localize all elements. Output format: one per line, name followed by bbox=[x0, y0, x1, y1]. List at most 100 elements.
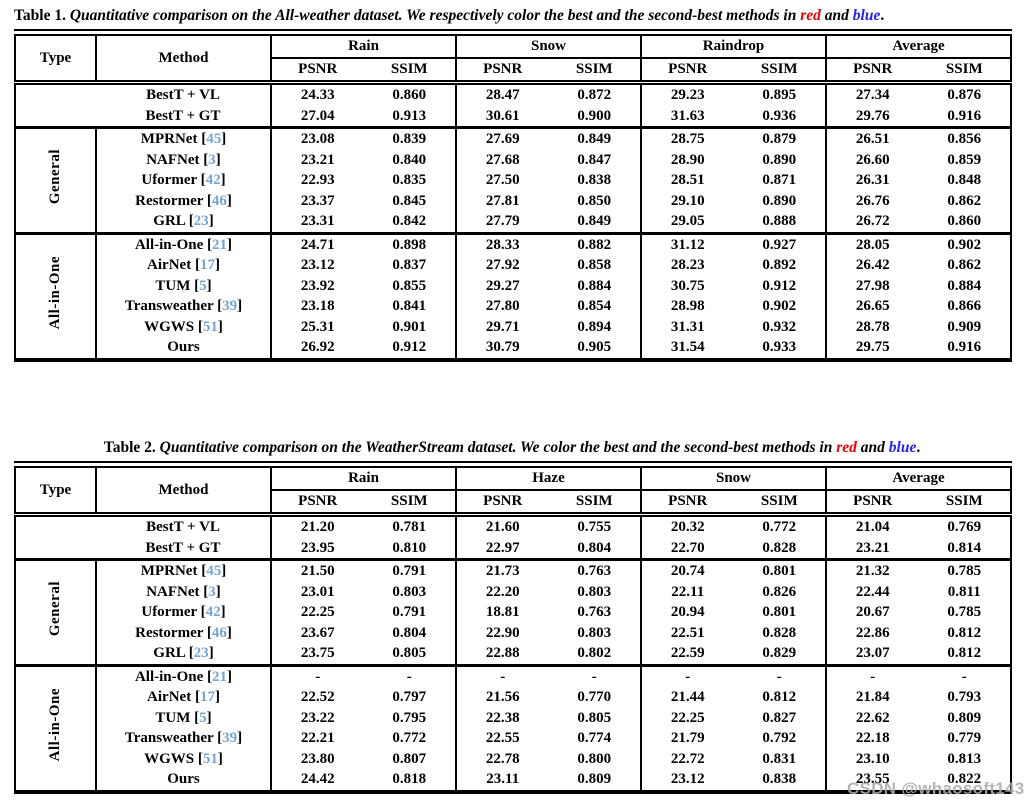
type-label: General bbox=[47, 581, 64, 637]
bracket-open: [ bbox=[200, 172, 206, 188]
value-cell: 0.803 bbox=[392, 583, 427, 600]
method-name: Ours bbox=[167, 339, 200, 355]
bracket-open: [ bbox=[194, 689, 200, 705]
value-cell: 21.50 bbox=[270, 559, 364, 582]
value-cell: 0.905 bbox=[577, 339, 612, 355]
value-cell: 23.07 bbox=[825, 643, 919, 665]
citation-number: 23 bbox=[193, 213, 209, 229]
value-cell: 0.795 bbox=[392, 709, 427, 726]
value-cell: 0.849 bbox=[577, 213, 612, 229]
value-cell: 26.51 bbox=[825, 127, 919, 150]
value-cell: 0.876 bbox=[947, 87, 982, 103]
value-cell: 22.93 bbox=[270, 170, 364, 191]
bracket-open: [ bbox=[217, 730, 223, 746]
method-cell: MPRNet [45] bbox=[95, 127, 271, 150]
value-cell: - bbox=[961, 668, 967, 685]
value-cell: 21.84 bbox=[825, 687, 919, 708]
value-cell: 21.56 bbox=[455, 687, 549, 708]
value-cell: 24.33 bbox=[270, 82, 364, 106]
method-cell: NAFNet [3] bbox=[95, 581, 271, 602]
method-cell: WGWS [51] bbox=[95, 748, 271, 769]
citation-number: 42 bbox=[205, 604, 221, 620]
bracket-open: [ bbox=[197, 318, 203, 335]
value-cell: 0.888 bbox=[762, 213, 797, 229]
header-row-metrics: PSNR SSIM PSNR SSIM PSNR SSIM PSNR SSIM bbox=[15, 58, 1011, 83]
value-cell: 0.849 bbox=[577, 131, 612, 147]
value-cell: 0.850 bbox=[577, 192, 612, 209]
col-header-ssim: SSIM bbox=[575, 61, 613, 77]
value-cell: 0.912 bbox=[392, 339, 427, 355]
value-cell: 27.69 bbox=[455, 127, 549, 150]
table-row: BestT + VL 21.20 0.781 21.60 0.755 20.32 0.772… bbox=[15, 514, 1011, 538]
value-cell: 22.88 bbox=[455, 643, 549, 665]
value-cell: 27.50 bbox=[455, 170, 549, 191]
bracket-open: [ bbox=[206, 624, 212, 641]
method-cell: All-in-One [21] bbox=[95, 233, 271, 255]
method-cell: GRL [23] bbox=[95, 211, 271, 233]
value-cell: 26.31 bbox=[825, 170, 919, 191]
citation-number: 39 bbox=[222, 730, 238, 746]
value-cell: 0.793 bbox=[947, 689, 982, 705]
value-cell: 0.860 bbox=[947, 213, 982, 229]
value-cell: 0.933 bbox=[762, 339, 797, 355]
method-cell: AirNet [17] bbox=[95, 255, 271, 276]
value-cell: 0.839 bbox=[392, 131, 427, 147]
value-cell: 0.838 bbox=[577, 172, 612, 188]
value-cell: 0.871 bbox=[762, 172, 797, 188]
value-cell: 0.927 bbox=[762, 236, 797, 253]
value-cell: 0.781 bbox=[392, 519, 427, 535]
value-cell: 0.812 bbox=[947, 624, 982, 641]
value-cell: 31.31 bbox=[640, 316, 734, 337]
value-cell: 0.884 bbox=[577, 277, 612, 294]
method-cell: TUM [5] bbox=[95, 707, 271, 728]
value-cell: 0.770 bbox=[577, 689, 612, 705]
table2-caption-red-word: red bbox=[836, 439, 857, 456]
value-cell: 25.31 bbox=[270, 316, 364, 337]
value-cell: 20.67 bbox=[825, 602, 919, 623]
citation-number: 23 bbox=[193, 645, 209, 661]
value-cell: 22.18 bbox=[825, 728, 919, 749]
value-cell: 27.34 bbox=[825, 82, 919, 106]
value-cell: 29.10 bbox=[640, 190, 734, 211]
table1-caption-blue-word: blue bbox=[852, 7, 881, 24]
col-header-psnr: PSNR bbox=[270, 490, 364, 515]
value-cell: 0.828 bbox=[762, 539, 797, 556]
type-cell: All-in-One bbox=[15, 233, 96, 360]
value-cell: 0.763 bbox=[577, 563, 612, 579]
value-cell: 22.55 bbox=[455, 728, 549, 749]
bracket-close: ] bbox=[226, 192, 232, 209]
table1-caption: Table 1. Quantitative comparison on the … bbox=[14, 6, 1010, 25]
value-cell: - bbox=[270, 665, 364, 687]
bracket-close: ] bbox=[227, 236, 233, 253]
value-cell: 0.801 bbox=[762, 604, 797, 620]
type-cell-empty bbox=[15, 83, 96, 128]
method-name: GRL bbox=[153, 213, 185, 229]
value-cell: 0.884 bbox=[947, 277, 982, 294]
value-cell: 28.98 bbox=[640, 296, 734, 317]
citation-number: 21 bbox=[212, 668, 228, 685]
table-row: General MPRNet [45] 21.50 0.791 21.73 0.763 20… bbox=[15, 559, 1012, 637]
value-cell: 21.20 bbox=[270, 514, 364, 538]
value-cell: 0.862 bbox=[947, 192, 982, 209]
method-cell: Uformer [42] bbox=[95, 602, 271, 623]
value-cell: 22.86 bbox=[825, 622, 919, 643]
value-cell: 20.32 bbox=[640, 514, 734, 538]
method-name: Transweather bbox=[124, 730, 214, 746]
value-cell: 22.20 bbox=[455, 581, 549, 602]
type-label: General bbox=[47, 149, 64, 205]
value-cell: 26.76 bbox=[825, 190, 919, 211]
table-row: NAFNet [3] 23.01 0.803 22.20 0.803 22.11 0.826… bbox=[15, 581, 1011, 602]
col-header-psnr: PSNR bbox=[455, 490, 549, 515]
type-cell: General bbox=[15, 128, 96, 234]
bracket-close: ] bbox=[226, 624, 232, 641]
col-header-psnr: PSNR bbox=[825, 58, 919, 83]
value-cell: 23.37 bbox=[270, 190, 364, 211]
citation-number: 5 bbox=[199, 277, 207, 294]
value-cell: 21.04 bbox=[825, 514, 919, 538]
value-cell: 0.859 bbox=[947, 151, 982, 168]
value-cell: 0.856 bbox=[947, 131, 982, 147]
value-cell: 26.65 bbox=[825, 296, 919, 317]
value-cell: 23.12 bbox=[640, 769, 734, 792]
value-cell: 26.92 bbox=[270, 337, 364, 360]
